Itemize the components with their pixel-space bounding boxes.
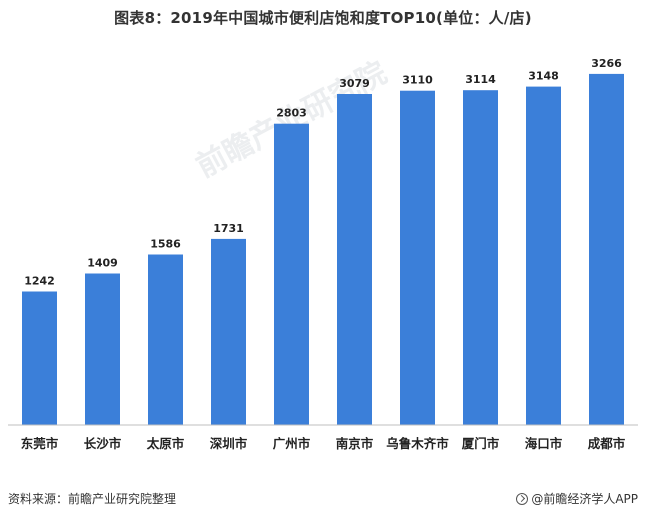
bar-4 — [211, 238, 246, 425]
data-label-3: 1586 — [150, 238, 181, 251]
data-label-2: 1409 — [87, 257, 118, 270]
category-label-4: 深圳市 — [210, 436, 248, 451]
brand-credit: @前瞻经济学人APP — [516, 490, 638, 507]
bar-9 — [526, 86, 561, 425]
bar-3 — [148, 254, 183, 425]
data-label-7: 3110 — [402, 74, 433, 87]
data-label-9: 3148 — [528, 70, 559, 83]
source-note: 资料来源：前瞻产业研究院整理 — [8, 492, 177, 506]
bar-1 — [22, 291, 57, 425]
bar-2 — [85, 273, 120, 425]
data-label-5: 2803 — [276, 107, 307, 120]
category-label-6: 南京市 — [336, 436, 374, 451]
bar-6 — [337, 94, 372, 425]
category-label-8: 厦门市 — [462, 436, 500, 451]
data-label-10: 3266 — [591, 57, 622, 70]
bar-10 — [589, 73, 624, 426]
bar-7 — [400, 90, 435, 425]
compass-icon — [516, 492, 529, 505]
category-label-10: 成都市 — [588, 436, 626, 451]
data-label-8: 3114 — [465, 73, 496, 86]
category-label-1: 东莞市 — [21, 436, 59, 451]
category-label-7: 乌鲁木齐市 — [386, 436, 449, 451]
bar-5 — [274, 123, 309, 425]
data-label-6: 3079 — [339, 77, 370, 90]
chart-title: 图表8：2019年中国城市便利店饱和度TOP10(单位：人/店) — [114, 9, 532, 27]
category-label-3: 太原市 — [147, 436, 185, 451]
category-label-2: 长沙市 — [84, 436, 122, 451]
data-label-4: 1731 — [213, 222, 244, 235]
brand-label: @前瞻经济学人APP — [531, 492, 638, 506]
data-label-1: 1242 — [24, 275, 55, 288]
category-label-5: 广州市 — [273, 436, 311, 451]
bar-8 — [463, 90, 498, 425]
category-label-9: 海口市 — [525, 436, 563, 451]
